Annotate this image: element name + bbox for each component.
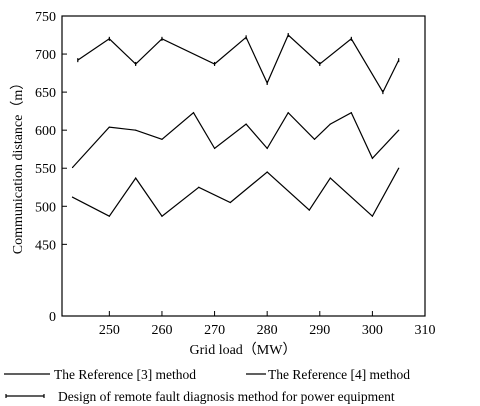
- y-tick-label: 500: [35, 200, 56, 215]
- data-point: [313, 138, 316, 140]
- series-line-3: [77, 33, 400, 94]
- legend: The Reference [3] method The Reference [4…: [4, 367, 410, 404]
- data-point: [135, 129, 137, 131]
- x-tick-label: 300: [362, 323, 383, 338]
- data-point: [229, 201, 231, 204]
- series-line-1: [72, 111, 400, 168]
- data-point: [266, 147, 268, 150]
- y-tick-label: 650: [35, 86, 56, 101]
- x-tick-label: 310: [415, 323, 436, 338]
- y-tick-label: 600: [35, 124, 56, 139]
- data-point: [266, 171, 268, 173]
- data-point: [71, 166, 74, 169]
- y-axis-label: Communication distance（m）: [10, 76, 26, 254]
- data-point: [308, 209, 310, 211]
- data-point: [213, 147, 216, 150]
- data-point: [329, 123, 331, 125]
- data-point: [245, 123, 247, 125]
- y-tick-label: 0: [49, 310, 56, 325]
- x-tick-label: 280: [257, 323, 278, 338]
- data-point: [135, 177, 137, 179]
- x-tick-label: 290: [309, 323, 330, 338]
- data-point: [192, 112, 195, 114]
- plot-frame: [61, 15, 426, 317]
- data-point: [161, 215, 163, 217]
- x-tick-label: 250: [99, 323, 120, 338]
- legend-label-3: Design of remote fault diagnosis method …: [58, 389, 395, 404]
- data-point: [371, 215, 373, 217]
- series-line-2: [72, 167, 400, 218]
- data-point: [329, 177, 331, 179]
- y-tick-label: 700: [35, 48, 56, 63]
- data-point: [108, 126, 110, 128]
- y-tick-label: 550: [35, 162, 56, 177]
- data-point: [371, 157, 373, 159]
- data-point: [198, 186, 200, 188]
- data-point: [161, 138, 163, 140]
- data-point: [350, 112, 352, 114]
- legend-label-2: The Reference [4] method: [268, 367, 410, 382]
- x-tick-label: 270: [204, 323, 225, 338]
- y-tick-label: 750: [35, 10, 56, 25]
- series-layer: [71, 33, 400, 218]
- data-point: [108, 215, 110, 217]
- x-tick-label: 260: [151, 323, 172, 338]
- x-axis-label: Grid load（MW）: [190, 342, 297, 358]
- data-point: [398, 167, 400, 169]
- data-point: [71, 196, 74, 198]
- y-tick-label: 450: [35, 238, 56, 253]
- legend-label-1: The Reference [3] method: [54, 367, 196, 382]
- chart-axes: 0 450 500 550 600 650 700 750 250 260 270 280 290 300…: [35, 10, 436, 338]
- data-point: [287, 112, 289, 114]
- data-point: [398, 129, 400, 131]
